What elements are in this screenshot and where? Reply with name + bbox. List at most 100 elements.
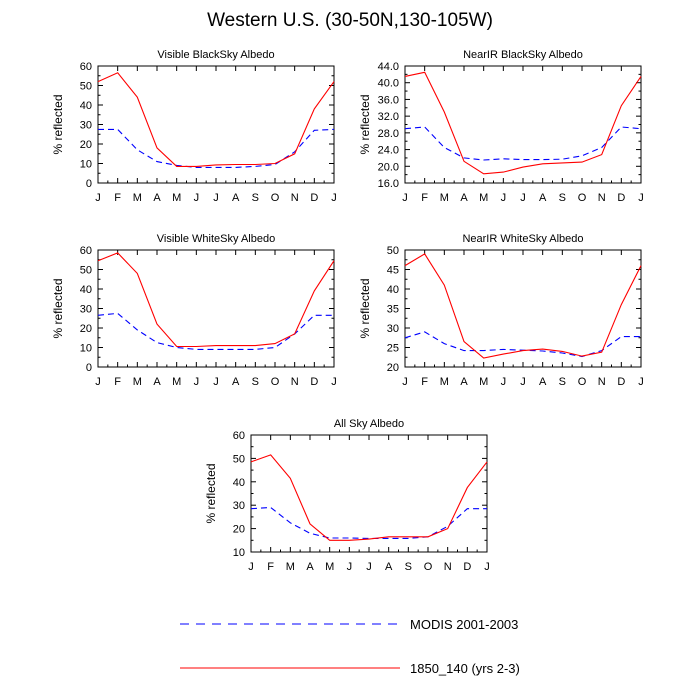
x-tick-label: N xyxy=(291,192,299,204)
y-tick-label: 30 xyxy=(387,323,399,335)
plot-frame xyxy=(404,249,642,368)
panel-title: NearIR BlackSky Albedo xyxy=(463,49,583,61)
x-tick-label: J xyxy=(194,376,200,388)
x-tick-label: J xyxy=(520,376,526,388)
y-tick-label: 25 xyxy=(387,343,399,355)
x-tick-label: J xyxy=(347,561,353,573)
model-series-line xyxy=(97,252,335,348)
y-tick-label: 40 xyxy=(80,100,92,112)
y-tick-label: 0 xyxy=(86,178,92,190)
x-tick-label: J xyxy=(331,376,337,388)
panel-title: Visible WhiteSky Albedo xyxy=(157,233,275,245)
plot-frame xyxy=(404,65,642,184)
x-tick-label: O xyxy=(578,376,587,388)
x-tick-label: A xyxy=(460,376,468,388)
x-tick-label: J xyxy=(366,561,372,573)
model-series-line xyxy=(404,253,642,359)
panel-title: All Sky Albedo xyxy=(334,418,404,430)
y-tick-label: 50 xyxy=(80,81,92,93)
x-tick-label: J xyxy=(213,376,219,388)
x-tick-label: M xyxy=(440,192,449,204)
y-tick-label: 32.0 xyxy=(378,111,399,123)
x-tick-label: J xyxy=(520,192,526,204)
x-tick-label: J xyxy=(95,192,101,204)
x-tick-label: F xyxy=(421,192,428,204)
y-tick-label: 10 xyxy=(80,343,92,355)
y-tick-label: 60 xyxy=(80,61,92,73)
x-tick-label: M xyxy=(440,376,449,388)
legend-modis-label: MODIS 2001-2003 xyxy=(410,617,518,632)
x-tick-label: S xyxy=(559,192,566,204)
y-tick-label: 30 xyxy=(80,120,92,132)
modis-series-line xyxy=(404,331,641,358)
x-tick-label: O xyxy=(578,192,587,204)
model-series-line xyxy=(404,71,642,175)
x-tick-label: D xyxy=(310,376,318,388)
y-tick-label: 36.0 xyxy=(378,94,399,106)
y-tick-label: 50 xyxy=(233,453,245,465)
modis-series-line xyxy=(404,126,642,161)
y-tick-label: 16.0 xyxy=(378,178,399,190)
x-tick-label: M xyxy=(325,561,334,573)
x-tick-label: J xyxy=(638,376,644,388)
y-tick-label: 40 xyxy=(387,284,399,296)
modis-series-line xyxy=(250,506,487,539)
x-tick-label: A xyxy=(539,376,547,388)
x-tick-label: M xyxy=(479,192,488,204)
x-tick-label: N xyxy=(444,561,452,573)
x-tick-label: J xyxy=(484,561,490,573)
x-tick-label: F xyxy=(114,192,121,204)
x-tick-label: M xyxy=(133,376,142,388)
x-tick-label: D xyxy=(310,192,318,204)
y-tick-label: 0 xyxy=(86,362,92,374)
y-tick-label: 10 xyxy=(233,547,245,559)
y-tick-label: 60 xyxy=(80,245,92,257)
x-tick-label: D xyxy=(617,192,625,204)
x-tick-label: N xyxy=(598,376,606,388)
x-tick-label: J xyxy=(638,192,644,204)
x-tick-label: O xyxy=(424,561,433,573)
x-tick-label: J xyxy=(248,561,254,573)
x-tick-label: N xyxy=(598,192,606,204)
x-tick-label: A xyxy=(460,192,468,204)
x-tick-label: A xyxy=(153,192,161,204)
legend: MODIS 2001-2003 1850_140 (yrs 2-3) xyxy=(180,617,520,676)
y-tick-label: 20 xyxy=(387,362,399,374)
x-tick-label: A xyxy=(385,561,393,573)
y-tick-label: 44.0 xyxy=(378,61,399,73)
x-tick-label: D xyxy=(617,376,625,388)
y-tick-label: 20 xyxy=(80,139,92,151)
x-tick-label: S xyxy=(559,376,566,388)
x-tick-label: A xyxy=(232,192,240,204)
x-tick-label: D xyxy=(463,561,471,573)
x-tick-label: M xyxy=(286,561,295,573)
y-tick-label: 28.0 xyxy=(378,128,399,140)
y-tick-label: 35 xyxy=(387,304,399,316)
x-tick-label: J xyxy=(501,192,507,204)
x-tick-label: J xyxy=(213,192,219,204)
y-tick-label: 40 xyxy=(233,477,245,489)
y-tick-label: 50 xyxy=(387,245,399,257)
x-tick-label: J xyxy=(331,192,337,204)
x-tick-label: J xyxy=(95,376,101,388)
x-tick-label: S xyxy=(252,192,259,204)
y-tick-label: 40.0 xyxy=(378,78,399,90)
x-tick-label: F xyxy=(114,376,121,388)
y-tick-label: 10 xyxy=(80,159,92,171)
y-tick-label: 30 xyxy=(233,500,245,512)
x-tick-label: A xyxy=(306,561,314,573)
modis-series-line xyxy=(98,128,335,168)
plot-frame xyxy=(250,434,488,553)
x-tick-label: S xyxy=(405,561,412,573)
plot-frame xyxy=(97,249,335,368)
y-axis-label: % reflected xyxy=(51,278,65,338)
x-tick-label: J xyxy=(402,376,408,388)
x-tick-label: J xyxy=(501,376,507,388)
y-axis-label: % reflected xyxy=(358,94,372,154)
model-series-line xyxy=(250,454,488,541)
y-axis-label: % reflected xyxy=(204,463,218,523)
